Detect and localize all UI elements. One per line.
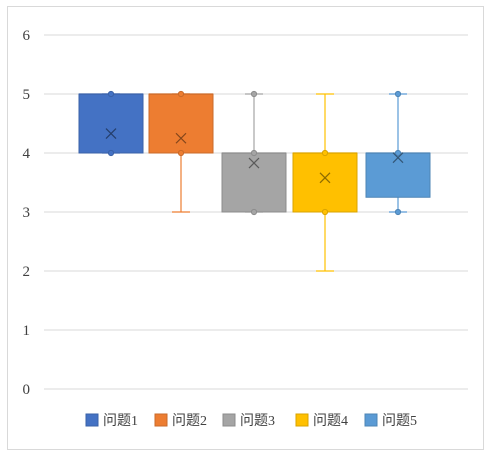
legend-swatch-2 <box>154 413 168 427</box>
legend-label-1: 问题1 <box>103 413 138 429</box>
legend-label-3: 问题3 <box>240 413 275 429</box>
chart-frame: 0 1 2 3 4 5 6 问题1 问题2 问题3 问题4 问题5 <box>7 6 484 450</box>
legend-label-5: 问题5 <box>382 413 417 429</box>
y-tick-label-0: 0 <box>23 382 31 398</box>
data-point-4-2 <box>321 149 329 157</box>
y-tick-label-6: 6 <box>23 28 31 44</box>
legend-swatch-4 <box>295 413 309 427</box>
box-5 <box>365 152 431 198</box>
data-point-1-1 <box>107 149 115 157</box>
y-tick-label-2: 2 <box>23 264 31 280</box>
mean-marker-5 <box>392 152 404 164</box>
data-point-4-1 <box>321 208 329 216</box>
box-plot-chart: 0 1 2 3 4 5 6 问题1 问题2 问题3 问题4 问题5 <box>23 28 468 429</box>
legend-label-4: 问题4 <box>313 413 348 429</box>
data-point-2-2 <box>177 90 185 98</box>
data-point-3-2 <box>250 149 258 157</box>
data-point-5-2 <box>394 149 402 157</box>
y-tick-label-5: 5 <box>23 87 31 103</box>
box-1 <box>78 93 144 154</box>
legend-swatch-5 <box>364 413 378 427</box>
box-2 <box>148 93 214 154</box>
y-tick-label-1: 1 <box>23 323 31 339</box>
y-tick-label-3: 3 <box>23 205 31 221</box>
mean-marker-3 <box>248 157 260 169</box>
data-point-5-1 <box>394 208 402 216</box>
data-point-1-2 <box>107 90 115 98</box>
mean-marker-2 <box>175 132 187 144</box>
data-point-2-1 <box>177 149 185 157</box>
legend-swatch-1 <box>85 413 99 427</box>
box-3 <box>221 152 287 213</box>
legend-label-2: 问题2 <box>172 413 207 429</box>
y-tick-label-4: 4 <box>23 146 31 162</box>
mean-marker-4 <box>319 172 331 184</box>
data-point-5-3 <box>394 90 402 98</box>
box-4 <box>292 152 358 213</box>
data-point-3-1 <box>250 208 258 216</box>
mean-marker-1 <box>105 128 117 139</box>
data-point-3-3 <box>250 90 258 98</box>
legend-swatch-3 <box>222 413 236 427</box>
